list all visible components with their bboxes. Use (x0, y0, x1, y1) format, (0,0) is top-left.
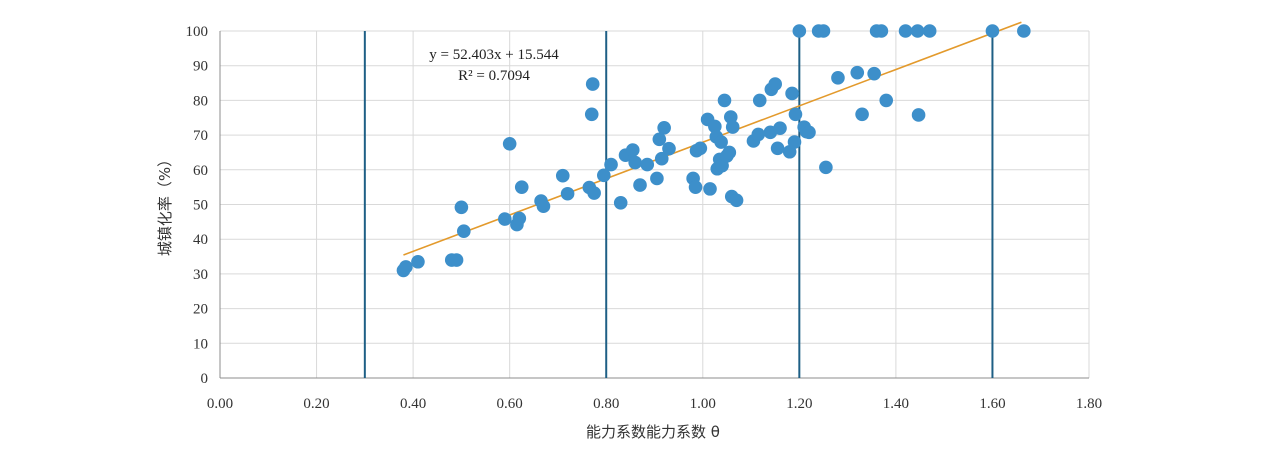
data-point (597, 168, 611, 183)
data-point (654, 151, 669, 166)
y-tick-label: 90 (193, 59, 208, 75)
data-point (714, 135, 728, 149)
data-point (514, 180, 529, 194)
data-point (867, 66, 881, 81)
x-tick-label: 0.20 (303, 396, 329, 412)
data-point (785, 86, 799, 101)
data-point (560, 186, 575, 201)
data-point (816, 24, 831, 38)
data-point (773, 121, 787, 135)
data-point (850, 65, 865, 80)
y-tick-label: 80 (193, 93, 208, 109)
y-tick-label: 30 (193, 267, 208, 283)
x-tick-label: 1.60 (979, 396, 1005, 412)
data-point (831, 71, 845, 85)
data-point (662, 141, 676, 156)
data-point (703, 182, 717, 196)
x-tick-label: 1.20 (786, 396, 812, 412)
data-point (723, 110, 738, 124)
data-point (633, 178, 647, 192)
data-point (555, 168, 570, 183)
x-tick-label: 1.00 (690, 396, 716, 412)
data-point (399, 260, 413, 274)
data-point (584, 107, 599, 122)
data-point (819, 160, 833, 175)
data-point (457, 224, 471, 239)
data-point (985, 24, 1000, 38)
data-points (396, 24, 1031, 278)
data-point (855, 107, 869, 122)
data-point (722, 145, 737, 160)
data-point (587, 186, 601, 200)
data-point (911, 108, 926, 122)
data-point (536, 199, 551, 214)
data-point (752, 93, 767, 108)
data-point (729, 193, 744, 208)
data-point (708, 119, 722, 134)
x-tick-label: 0.40 (400, 396, 426, 412)
data-point (770, 141, 785, 156)
data-point (688, 180, 703, 194)
data-point (725, 120, 740, 134)
data-point (879, 93, 894, 108)
data-point (613, 195, 628, 210)
reference-lines (363, 31, 994, 378)
tick-labels: 0 10 20 30 40 50 60 70 80 90 100 0.00 0.20 0.40 0.60 0.… (186, 24, 1103, 412)
grid-lines (220, 30, 1090, 378)
y-axis-title: 城镇化率（%） (156, 152, 174, 256)
data-point (874, 24, 889, 38)
data-point (449, 253, 464, 267)
data-point (652, 132, 667, 147)
data-point (454, 200, 469, 215)
x-tick-label: 0.00 (207, 396, 233, 412)
y-tick-label: 20 (193, 302, 208, 318)
data-point (788, 107, 803, 122)
data-point (802, 125, 816, 140)
data-point (625, 143, 640, 157)
data-point (502, 136, 517, 151)
data-point (640, 157, 655, 172)
data-point (792, 24, 807, 38)
x-tick-label: 1.40 (883, 396, 909, 412)
data-point (498, 212, 512, 226)
x-axis-title: 能力系数能力系数 θ (586, 423, 720, 441)
data-point (910, 24, 925, 38)
data-point (1017, 24, 1031, 38)
data-point (751, 127, 766, 142)
y-tick-label: 70 (193, 128, 208, 144)
data-point (768, 77, 782, 91)
x-tick-label: 0.80 (593, 396, 619, 412)
trendline-r-squared: R² = 0.7094 (458, 68, 530, 84)
data-point (628, 155, 642, 170)
data-point (512, 211, 527, 226)
y-tick-label: 60 (193, 163, 208, 179)
data-point (650, 171, 664, 186)
y-tick-label: 0 (201, 371, 209, 387)
x-tick-label: 1.80 (1076, 396, 1102, 412)
data-point (411, 254, 425, 269)
data-point (657, 121, 671, 135)
data-point (693, 141, 708, 156)
data-point (898, 24, 913, 38)
data-point (717, 93, 732, 108)
x-tick-label: 0.60 (497, 396, 523, 412)
y-tick-label: 10 (193, 336, 208, 352)
data-point (585, 77, 600, 91)
data-point (787, 135, 802, 149)
data-point (604, 157, 618, 172)
y-tick-label: 40 (193, 232, 208, 248)
data-point (922, 24, 937, 38)
trendline-equation: y = 52.403x + 15.544 (429, 47, 559, 63)
y-tick-label: 50 (193, 198, 208, 214)
y-tick-label: 100 (186, 24, 209, 40)
